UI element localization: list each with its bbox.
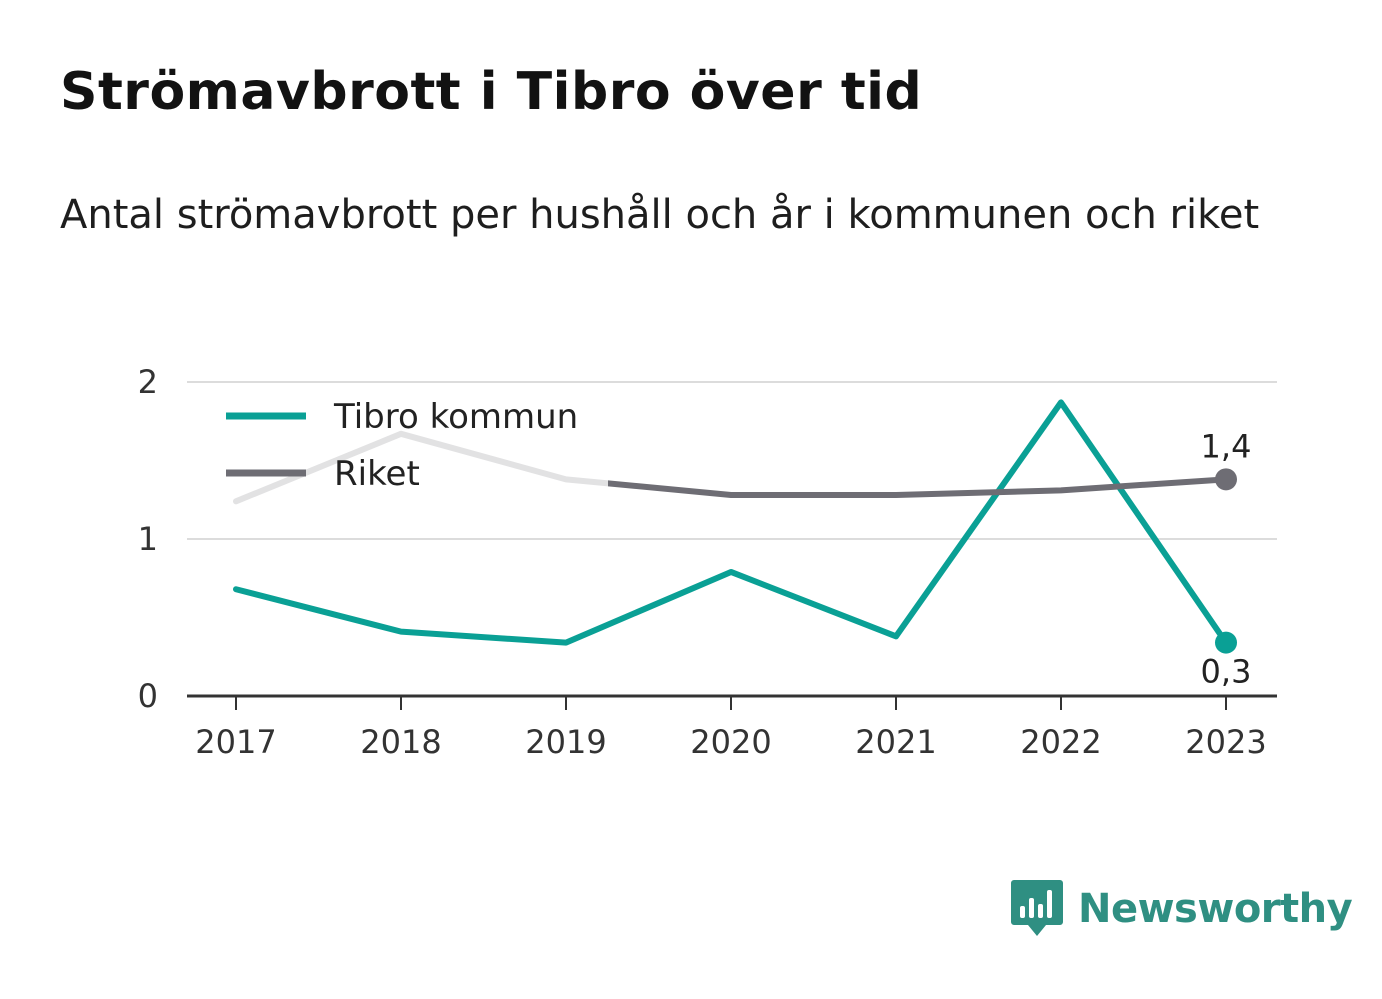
y-tick-label: 2 [138,363,158,401]
end-value-label: 1,4 [1201,427,1252,465]
series-end-point-1 [1215,468,1237,491]
end-value-label: 0,3 [1201,653,1252,691]
series-end-point-0 [1215,631,1237,654]
chart-subtitle: Antal strömavbrott per hushåll och år i … [60,192,1260,238]
chart-title: Strömavbrott i Tibro över tid [60,62,923,122]
legend-label: Tibro kommun [333,397,578,437]
series-line-0 [233,399,1229,646]
x-tick-label: 2019 [525,723,606,761]
legend-label: Riket [334,454,420,494]
x-tick-label: 2023 [1185,723,1266,761]
x-tick-label: 2022 [1020,723,1101,761]
y-tick-label: 1 [138,520,158,558]
x-tick-label: 2018 [360,723,441,761]
x-tick-label: 2021 [855,723,936,761]
newsworthy-logo: Newsworthy [1010,878,1353,940]
y-tick-label: 0 [138,677,158,715]
data-labels: 0,3 1,4 [1201,427,1252,690]
grid-lines [187,381,1277,540]
brand-name: Newsworthy [1078,886,1353,932]
x-tick-label: 2017 [195,723,276,761]
x-tick-label: 2020 [690,723,771,761]
legend: Tibro kommun Riket [215,384,608,506]
axes: 0 1 2 2017 2018 2019 2020 2021 2022 2023 [138,363,1277,761]
newsworthy-logo-icon [1011,880,1063,936]
legend-background [215,384,608,506]
